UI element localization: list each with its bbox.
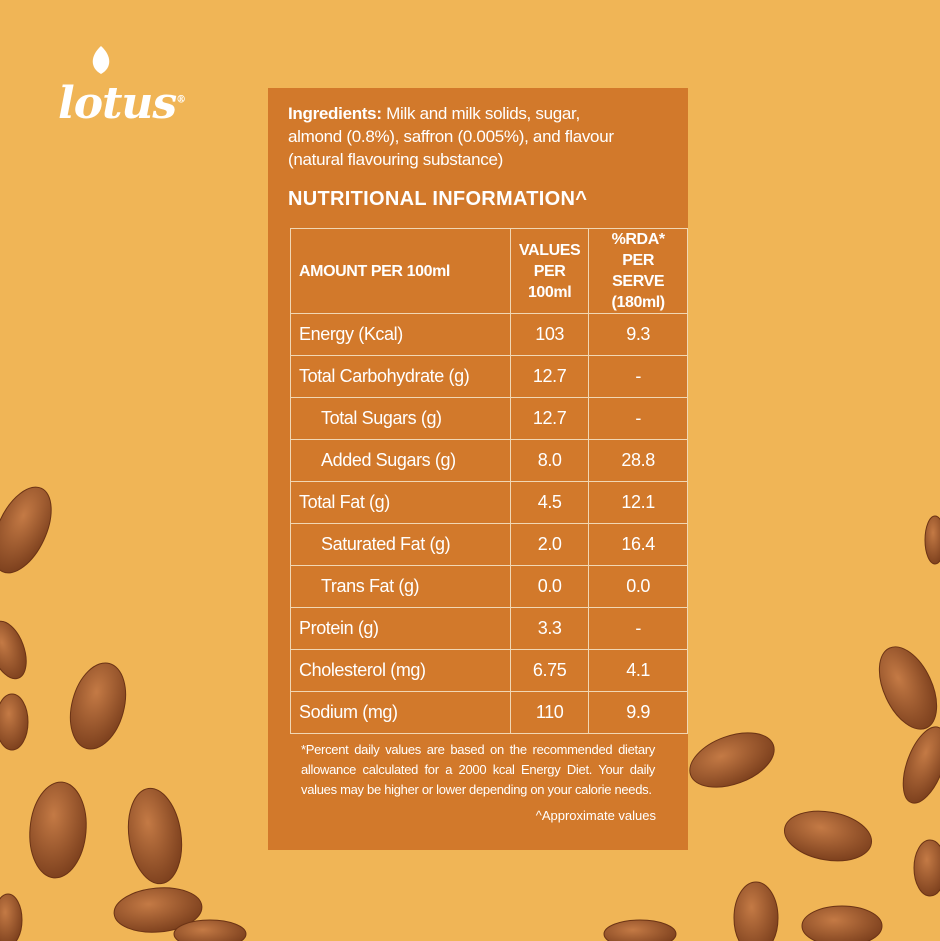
footnote-note: ^Approximate values — [535, 808, 656, 823]
ingredients-line: almond (0.8%), saffron (0.005%), and fla… — [288, 127, 614, 146]
table-row: Total Fat (g) 4.5 12.1 — [290, 481, 688, 524]
footnote: *Percent daily values are based on the r… — [301, 742, 655, 797]
nutrient-value: 4.5 — [509, 481, 590, 524]
nutrient-name: Total Carbohydrate (g) — [290, 355, 511, 398]
nutrient-value: 2.0 — [509, 523, 590, 566]
table-row: Protein (g) 3.3- — [290, 607, 688, 650]
header-cell: %RDA* PER SERVE (180ml) — [588, 228, 688, 314]
nutrient-name: Energy (Kcal) — [290, 313, 511, 356]
header-cell: AMOUNT PER 100ml — [290, 228, 511, 314]
nutrient-name: Protein (g) — [290, 607, 511, 650]
nutrient-value: 3.3 — [509, 607, 590, 650]
ingredients-text: Milk and milk solids, sugar, — [386, 104, 580, 123]
logo: lotus® — [58, 78, 186, 129]
nutrient-value: 12.1 — [588, 481, 688, 524]
logo-leaf — [92, 46, 110, 74]
header-row: AMOUNT PER 100ml VALUES PER 100ml %RDA* PE… — [290, 228, 688, 314]
almonds — [0, 486, 940, 941]
ingredients: Ingredients: Milk and milk solids, sugar… — [288, 102, 614, 171]
nutrient-value: - — [588, 607, 688, 650]
nutrient-name: Trans Fat (g) — [290, 565, 511, 608]
nutrient-value: 16.4 — [588, 523, 688, 566]
nutrient-value: 8.0 — [509, 439, 590, 482]
nutrient-value: 9.3 — [588, 313, 688, 356]
nutrient-name: Total Fat (g) — [290, 481, 511, 524]
table-row: Total Carbohydrate (g) 12.7- — [290, 355, 688, 398]
nutrient-value: 0.0 — [509, 565, 590, 608]
nutrient-value: 9.9 — [588, 691, 688, 734]
nutrition-table: AMOUNT PER 100ml VALUES PER 100ml %RDA* PE… — [290, 228, 688, 734]
nutrient-value: 103 — [509, 313, 590, 356]
nutrient-name: Cholesterol (mg) — [290, 649, 511, 692]
nutrient-name: Sodium (mg) — [290, 691, 511, 734]
ingredients-line: (natural flavouring substance) — [288, 150, 503, 169]
nutrient-value: 110 — [509, 691, 590, 734]
ingredients-label: Ingredients: — [288, 104, 382, 123]
nutrient-name: Saturated Fat (g) — [290, 523, 511, 566]
table-row: Cholesterol (mg) 6.75 4.1 — [290, 649, 688, 692]
table-row: Trans Fat (g) 0.0 0.0 — [290, 565, 688, 608]
nutrition-panel: Ingredients: Milk and milk solids, sugar… — [268, 88, 688, 850]
logo-text: lotus — [58, 78, 177, 129]
table-row: Added Sugars (g) 8.0 28.8 — [290, 439, 688, 482]
header-cell: VALUES PER 100ml — [509, 228, 590, 314]
logo-mark: ® — [176, 94, 186, 106]
heading: NUTRITIONAL INFORMATION^ — [288, 188, 588, 210]
nutrient-value: - — [588, 397, 688, 440]
nutrient-value: 12.7 — [509, 355, 590, 398]
ingredients-line: Ingredients: Milk and milk solids, sugar… — [288, 102, 614, 125]
nutrient-value: 28.8 — [588, 439, 688, 482]
nutrient-value: 12.7 — [509, 397, 590, 440]
nutrient-name: Total Sugars (g) — [290, 397, 511, 440]
nutrient-value: 4.1 — [588, 649, 688, 692]
nutrient-value: 0.0 — [588, 565, 688, 608]
table-row: Saturated Fat (g) 2.0 16.4 — [290, 523, 688, 566]
nutrient-name: Added Sugars (g) — [290, 439, 511, 482]
nutrient-value: - — [588, 355, 688, 398]
table-row: Sodium (mg) 110 9.9 — [290, 691, 688, 734]
table-row: Total Sugars (g) 12.7- — [290, 397, 688, 440]
table-row: Energy (Kcal) 103 9.3 — [290, 313, 688, 356]
nutrient-value: 6.75 — [509, 649, 590, 692]
